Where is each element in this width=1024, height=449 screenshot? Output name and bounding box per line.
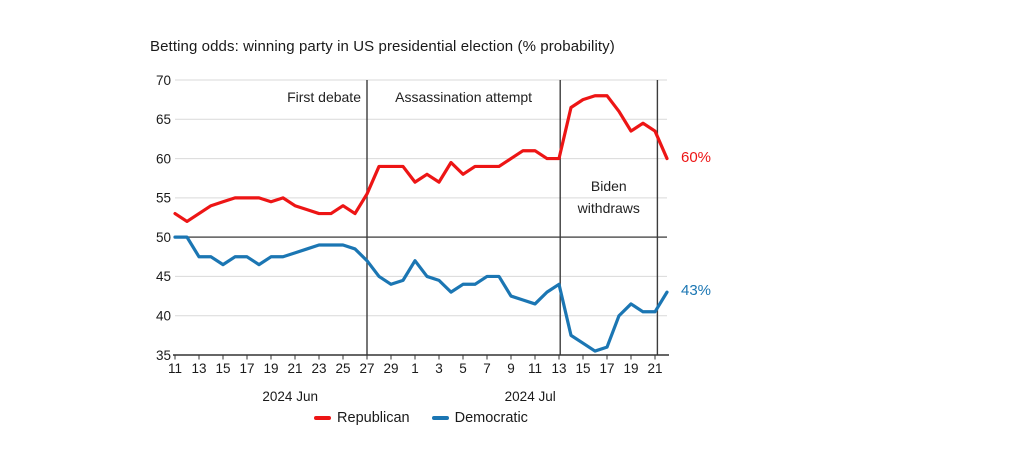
democratic-line <box>173 235 669 353</box>
x-tick-label: 19 <box>623 361 638 376</box>
x-tick-label: 13 <box>191 361 206 376</box>
x-tick-label: 25 <box>335 361 350 376</box>
x-axis-month-label-jun: 2024 Jun <box>262 389 318 404</box>
republican-line <box>173 94 669 224</box>
x-axis-month-label-jul: 2024 Jul <box>504 389 556 404</box>
republican-line-swatch-icon <box>314 416 332 420</box>
x-tick-label: 7 <box>483 361 491 376</box>
x-tick-label: 13 <box>551 361 566 376</box>
y-tick-label: 35 <box>156 348 171 363</box>
y-tick-label: 70 <box>156 73 171 88</box>
x-tick-label: 17 <box>599 361 614 376</box>
legend-item-democratic: Democratic <box>431 410 528 426</box>
annotation-assassination-attempt: Assassination attempt <box>395 89 533 105</box>
x-tick-label: 1 <box>411 361 419 376</box>
x-tick-label: 11 <box>528 361 542 376</box>
x-tick-label: 27 <box>359 361 374 376</box>
democratic-line-swatch-icon <box>431 416 449 420</box>
y-tick-label: 65 <box>156 112 171 127</box>
x-tick-label: 29 <box>383 361 398 376</box>
x-tick-label: 19 <box>263 361 278 376</box>
x-tick-label: 21 <box>647 361 662 376</box>
y-tick-label: 60 <box>156 151 171 166</box>
legend-label-republican: Republican <box>337 410 410 426</box>
y-tick-label: 40 <box>156 309 171 324</box>
x-tick-label: 3 <box>435 361 443 376</box>
x-tick-label: 17 <box>239 361 254 376</box>
x-tick-label: 23 <box>311 361 326 376</box>
x-tick-label: 9 <box>507 361 515 376</box>
republican-end-value-label: 60% <box>681 148 712 166</box>
y-tick-label: 50 <box>156 230 171 245</box>
annotation-first-debate: First debate <box>287 89 361 105</box>
legend-label-democratic: Democratic <box>454 410 528 426</box>
chart-legend: Republican Democratic <box>175 410 667 426</box>
y-tick-label: 55 <box>156 191 171 206</box>
x-tick-label: 5 <box>459 361 467 376</box>
x-tick-label: 15 <box>575 361 590 376</box>
x-tick-label: 21 <box>287 361 302 376</box>
democratic-end-value-label: 43% <box>681 282 712 300</box>
y-tick-label: 45 <box>156 269 171 284</box>
annotation-biden-withdraws: Biden withdraws <box>577 178 640 216</box>
x-tick-label: 15 <box>215 361 230 376</box>
chart-title: Betting odds: winning party in US presid… <box>150 38 615 55</box>
legend-item-republican: Republican <box>314 410 410 426</box>
x-tick-label: 11 <box>168 361 182 376</box>
